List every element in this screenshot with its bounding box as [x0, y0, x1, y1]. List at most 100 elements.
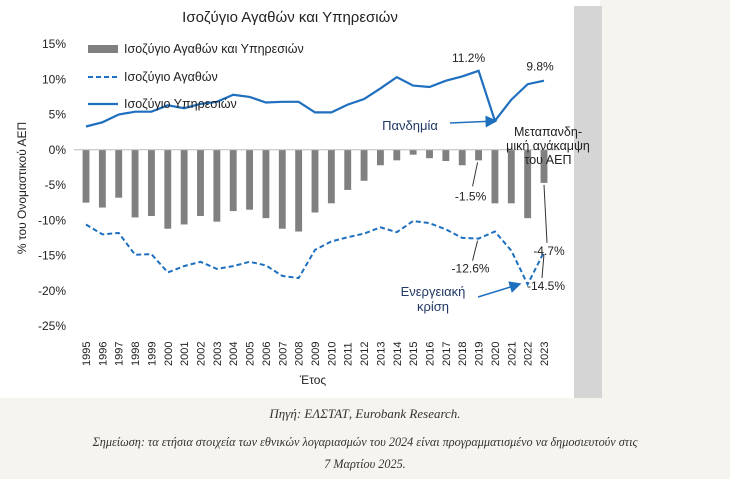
annotation-arrow [477, 281, 522, 298]
bar [442, 149, 450, 162]
x-tick-label: 2006 [261, 342, 273, 366]
bar [115, 149, 123, 198]
bar [229, 149, 237, 212]
bar [393, 149, 401, 161]
bar [311, 149, 319, 213]
x-tick-label: 2010 [326, 342, 338, 366]
x-tick-label: 2008 [294, 342, 306, 366]
y-axis-label: % του Ονομαστικού ΑΕΠ [15, 122, 29, 254]
bar [262, 149, 270, 219]
bar [98, 149, 106, 208]
x-tick-label: 2013 [375, 342, 387, 366]
note-text-prefix: Σημείωση: τα ετήσια στοιχεία των εθνικών… [92, 435, 389, 449]
bar [458, 149, 466, 166]
y-tick-label: -15% [38, 249, 66, 263]
data-labels-layer: 11.2% 9.8% -1.5% -4.7% -12.6% -14.5% [452, 51, 566, 293]
y-tick-label: -5% [45, 178, 67, 192]
x-tick-label: 2022 [523, 342, 535, 366]
x-tick-label: 2017 [441, 342, 453, 366]
note-date: 7 Μαρτίου 2025. [324, 457, 406, 471]
bar [507, 149, 515, 204]
x-tick-label: 1997 [114, 342, 126, 366]
annotation-text: Μεταπανδη- [514, 125, 582, 139]
x-tick-label: 2016 [425, 342, 437, 366]
note-year: 2024 [388, 435, 414, 449]
data-label: -1.5% [455, 189, 487, 203]
legend: Ισοζύγιο Αγαθών και Υπηρεσιών Ισοζύγιο Αγ… [88, 42, 304, 111]
leader-line [472, 162, 479, 187]
bar [475, 149, 483, 161]
bar [426, 149, 433, 159]
annotation-text: κρίση [417, 299, 449, 314]
bar [131, 149, 139, 218]
x-tick-label: 2011 [343, 342, 355, 366]
y-tick-label: 10% [42, 72, 66, 86]
x-tick-label: 2012 [359, 342, 371, 366]
bar [327, 149, 335, 204]
x-tick-label: 2000 [163, 342, 175, 366]
legend-label: Ισοζύγιο Υπηρεσιών [124, 97, 237, 111]
bar [197, 149, 204, 217]
chart: Ισοζύγιο Αγαθών και Υπηρεσιών % του Ονομ… [15, 9, 590, 387]
x-tick-label: 2020 [490, 342, 502, 366]
source-caption: Πηγή: ΕΛΣΤΑΤ, Eurobank Research. [269, 406, 461, 421]
y-tick-label: -20% [38, 284, 66, 298]
bar [360, 149, 368, 181]
bar [180, 149, 188, 225]
y-tick-label: 15% [42, 37, 66, 51]
chart-title: Ισοζύγιο Αγαθών και Υπηρεσιών [182, 9, 398, 26]
x-tick-label: 2023 [539, 342, 551, 366]
data-label: 11.2% [452, 51, 485, 65]
x-tick-label: 2019 [474, 342, 486, 366]
leader-line [543, 184, 548, 243]
y-tick-label: -25% [38, 319, 66, 333]
bar [147, 149, 155, 217]
x-tick-label: 2002 [196, 342, 208, 366]
x-tick-label: 2003 [212, 342, 224, 366]
x-tick-label: 1996 [97, 342, 109, 366]
annotation-text: μική ανάκαμψη [506, 139, 590, 153]
data-label: 9.8% [526, 60, 554, 74]
x-tick-label: 2005 [245, 342, 257, 366]
bar [278, 149, 286, 229]
legend-swatch-bar [88, 45, 118, 53]
bar [540, 149, 548, 183]
annotation-text: Ενεργειακή [401, 284, 466, 299]
x-tick-label: 2004 [228, 342, 240, 366]
lines-layer [85, 69, 545, 287]
bar [491, 149, 499, 204]
x-tick-label: 2009 [310, 342, 322, 366]
x-tick-label: 1998 [130, 342, 142, 366]
note-caption: Σημείωση: τα ετήσια στοιχεία των εθνικών… [0, 431, 730, 475]
leader-line [472, 240, 479, 261]
legend-label: Ισοζύγιο Αγαθών και Υπηρεσιών [124, 42, 304, 56]
services-balance-line [85, 69, 545, 128]
data-label: -14.5% [527, 279, 565, 293]
bar [376, 149, 384, 166]
x-tick-label: 1999 [146, 342, 158, 366]
x-tick-label: 2001 [179, 342, 191, 366]
y-tick-label: 0% [49, 143, 67, 157]
bar [344, 149, 352, 190]
x-tick-label: 2015 [408, 342, 420, 366]
x-tick-label: 2018 [457, 342, 469, 366]
bar [82, 149, 90, 203]
bar [524, 149, 532, 219]
x-tick-label: 2021 [506, 342, 518, 366]
bar [246, 149, 254, 210]
goods-balance-line [85, 219, 545, 287]
y-tick-label: 5% [49, 108, 67, 122]
bar [295, 149, 303, 232]
annotation-text: Πανδημία [382, 118, 438, 133]
annotation-text: του ΑΕΠ [524, 153, 571, 167]
annotation-arrow [449, 115, 498, 128]
bar [213, 149, 221, 222]
bar [164, 149, 172, 229]
legend-label: Ισοζύγιο Αγαθών [124, 70, 218, 84]
data-label: -4.7% [533, 244, 565, 258]
bar [409, 149, 417, 155]
x-tick-label: 2014 [392, 342, 404, 366]
x-tick-label: 2007 [277, 342, 289, 366]
note-text-mid: είναι προγραμματισμένο να δημοσιευτούν σ… [413, 435, 638, 449]
